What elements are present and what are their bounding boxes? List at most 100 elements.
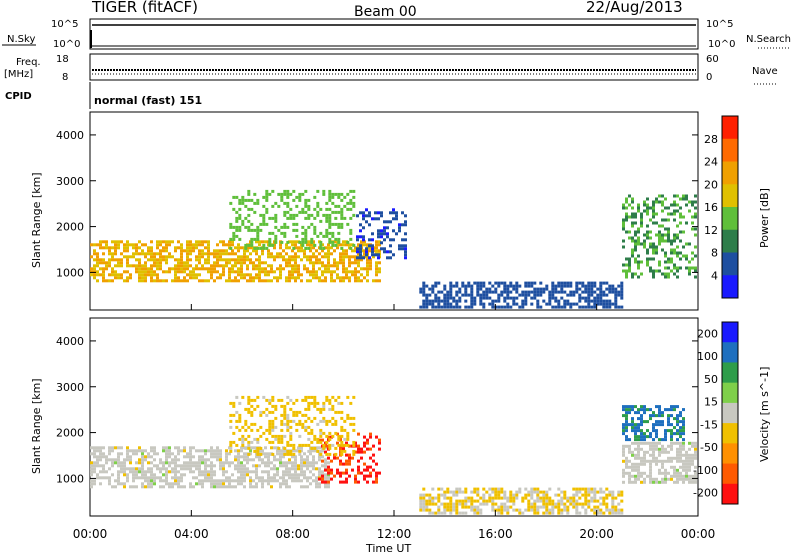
power-data-cell	[682, 245, 685, 249]
power-data-cell	[261, 252, 264, 256]
velocity-data-cell	[96, 446, 99, 450]
velocity-data-cell	[569, 496, 573, 500]
power-data-cell	[307, 198, 311, 202]
power-data-cell	[569, 302, 573, 306]
velocity-data-cell	[640, 408, 643, 412]
velocity-data-cell	[437, 487, 441, 491]
velocity-data-cell	[679, 411, 682, 415]
power-data-cell	[563, 290, 567, 294]
velocity-data-cell	[283, 404, 287, 408]
velocity-data-cell	[144, 485, 147, 489]
power-data-cell	[554, 287, 558, 291]
power-data-cell	[102, 273, 105, 277]
power-data-cell	[147, 252, 150, 256]
velocity-data-cell	[670, 414, 673, 418]
velocity-data-cell	[198, 467, 201, 471]
velocity-data-cell	[479, 508, 483, 512]
velocity-data-cell	[673, 468, 676, 472]
velocity-data-cell	[640, 447, 643, 451]
velocity-data-cell	[536, 505, 540, 509]
power-data-cell	[250, 240, 254, 244]
velocity-data-cell	[310, 401, 314, 405]
power-data-cell	[434, 293, 438, 297]
velocity-data-cell	[132, 485, 135, 489]
velocity-data-cell	[141, 476, 144, 480]
velocity-data-cell	[673, 474, 676, 478]
power-data-cell	[246, 258, 249, 262]
power-data-cell	[324, 255, 327, 259]
velocity-data-cell	[425, 493, 429, 497]
power-data-cell	[327, 270, 330, 274]
power-data-cell	[186, 243, 189, 247]
power-data-cell	[634, 233, 637, 237]
power-data-cell	[342, 261, 345, 265]
velocity-data-cell	[631, 423, 634, 427]
velocity-data-cell	[464, 496, 468, 500]
velocity-data-cell	[313, 416, 317, 420]
velocity-data-cell	[318, 477, 321, 481]
velocity-data-cell	[291, 476, 294, 480]
velocity-data-cell	[238, 401, 242, 405]
velocity-data-cell	[292, 413, 296, 417]
velocity-data-cell	[232, 413, 236, 417]
power-data-cell	[500, 290, 504, 294]
power-data-cell	[694, 227, 697, 231]
power-data-cell	[258, 279, 261, 283]
velocity-data-cell	[138, 458, 141, 462]
velocity-data-cell	[327, 482, 330, 486]
power-data-cell	[327, 243, 330, 247]
velocity-data-cell	[144, 470, 147, 474]
power-data-cell	[470, 299, 474, 303]
velocity-data-cell	[313, 395, 317, 399]
power-data-cell	[168, 240, 171, 244]
velocity-data-cell	[596, 511, 600, 515]
power-data-cell	[434, 281, 438, 285]
velocity-data-cell	[661, 462, 664, 466]
power-data-cell	[108, 279, 111, 283]
power-data-cell	[295, 228, 299, 232]
power-data-cell	[309, 249, 312, 253]
velocity-data-cell	[306, 476, 309, 480]
power-data-cell	[280, 192, 284, 196]
power-data-cell	[479, 302, 483, 306]
power-data-cell	[634, 221, 637, 225]
velocity-data-cell	[256, 440, 260, 444]
power-data-cell	[506, 284, 510, 288]
power-data-cell	[255, 249, 258, 253]
velocity-data-cell	[192, 476, 195, 480]
power-data-cell	[210, 270, 213, 274]
power-data-cell	[688, 269, 691, 273]
power-data-cell	[180, 267, 183, 271]
power-data-cell	[539, 293, 543, 297]
xtick-label: 00:00	[73, 527, 108, 541]
velocity-data-cell	[649, 459, 652, 463]
power-data-cell	[548, 293, 552, 297]
power-data-cell	[201, 240, 204, 244]
velocity-data-cell	[228, 482, 231, 486]
power-data-cell	[222, 273, 225, 277]
velocity-data-cell	[285, 473, 288, 477]
power-data-cell	[117, 261, 120, 265]
velocity-data-cell	[246, 473, 249, 477]
power-data-cell	[640, 212, 643, 216]
velocity-data-cell	[234, 479, 237, 483]
velocity-data-cell	[90, 485, 93, 489]
velocity-data-cell	[247, 410, 251, 414]
power-data-cell	[458, 287, 462, 291]
velocity-data-cell	[204, 467, 207, 471]
power-data-cell	[108, 249, 111, 253]
power-data-cell	[625, 275, 628, 279]
power-data-cell	[557, 302, 561, 306]
power-data-cell	[129, 273, 132, 277]
velocity-data-cell	[446, 508, 450, 512]
velocity-data-cell	[210, 455, 213, 459]
velocity-data-cell	[264, 455, 267, 459]
power-data-cell	[331, 231, 335, 235]
power-data-cell	[524, 284, 528, 288]
velocity-data-cell	[207, 479, 210, 483]
power-data-cell	[144, 264, 147, 268]
velocity-data-cell	[625, 417, 628, 421]
power-data-cell	[231, 279, 234, 283]
power-data-cell	[694, 200, 697, 204]
velocity-data-cell	[682, 459, 685, 463]
